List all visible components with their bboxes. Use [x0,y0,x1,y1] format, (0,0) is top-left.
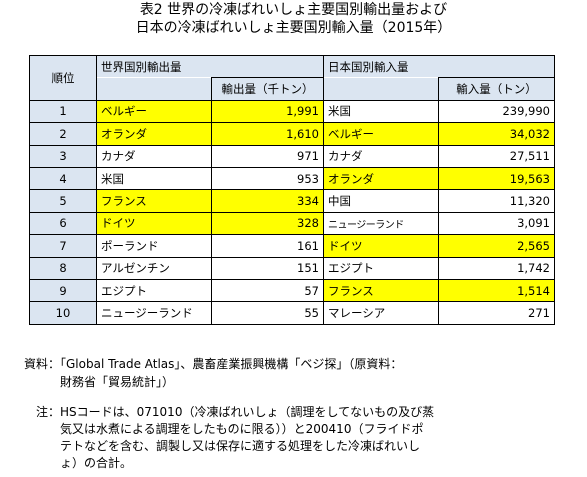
table-title-line1: 表2 世界の冷凍ばれいしょ主要国別輸出量および [139,2,448,18]
table-row: 5 フランス 334 中国 11,320 [29,189,555,213]
trade-table: 順位 世界国別輸出量 日本国別輸入量 輸出量（千トン） 輸入量（トン） 1 ベルギ… [29,54,555,325]
rank-cell: 10 [29,301,97,325]
import-value-cell: 271 [438,301,555,325]
header-row-2: 輸出量（千トン） 輸入量（トン） [30,77,555,101]
export-country-cell: 米国 [96,166,212,191]
table-row: 6 ドイツ 328 ニュージーランド 3,091 [29,211,555,236]
export-value-cell: 328 [211,211,324,236]
export-value-cell: 334 [211,189,324,213]
export-value-cell: 953 [211,166,324,191]
import-country-cell: 中国 [323,189,439,213]
header-row-1: 順位 世界国別輸出量 日本国別輸入量 [29,54,555,101]
table-row: 4 米国 953 オランダ 19,563 [29,166,555,191]
import-value-cell: 1,514 [438,278,555,303]
import-value-cell: 3,091 [438,211,555,236]
rank-cell: 6 [29,211,97,236]
export-group-header: 世界国別輸出量 [96,54,324,78]
table-row: 9 エジプト 57 フランス 1,514 [29,278,555,303]
table-row: 8 アルゼンチン 151 エジプト 1,742 [29,256,555,280]
import-country-cell: エジプト [323,256,439,280]
import-value-cell: 11,320 [438,189,555,213]
export-country-cell: アルゼンチン [96,256,212,280]
export-header-spacer [96,77,212,101]
table-row: 3 カナダ 971 カナダ 27,511 [29,144,555,168]
import-country-cell: ベルギー [323,122,439,146]
export-value-cell: 161 [211,234,324,258]
export-country-cell: エジプト [96,278,212,303]
note-line-4: ょ）の合計。 [60,456,133,470]
import-value-cell: 2,565 [438,234,555,258]
note-line-1: 注：HSコードは、071010（冷凍ばれいしょ（調理をしてないもの及び蒸 [36,405,435,419]
rank-cell: 9 [29,278,97,303]
export-value-cell: 151 [211,256,324,280]
import-group-header: 日本国別輸入量 [323,54,555,78]
rank-header: 順位 [29,55,97,101]
rank-cell: 8 [29,256,97,280]
import-country-cell: オランダ [323,166,439,191]
export-country-cell: カナダ [96,144,212,168]
export-value-cell: 55 [211,301,324,325]
export-country-cell: オランダ [96,122,212,146]
import-value-cell: 1,742 [438,256,555,280]
export-country-cell: ポーランド [96,234,212,258]
import-country-cell: マレーシア [323,301,439,325]
table-row: 1 ベルギー 1,991 米国 239,990 [29,99,555,124]
source-line-1: 資料：「Global Trade Atlas」、農畜産業振興機構「ベジ探」（原資… [24,357,403,371]
table-title-line2: 日本の冷凍ばれいしょ主要国別輸入量（2015年） [135,20,452,36]
import-country-cell: カナダ [323,144,439,168]
export-country-cell: ニュージーランド [96,301,212,325]
import-value-cell: 239,990 [438,99,555,124]
export-country-cell: フランス [96,189,212,213]
import-country-cell: フランス [323,278,439,303]
import-country-cell: ドイツ [323,234,439,258]
export-value-cell: 971 [211,144,324,168]
note-line-3: テトなどを含む、調製し又は保存に適する処理をした冷凍ばれいし [60,439,421,453]
rank-cell: 2 [29,122,97,146]
import-value-cell: 19,563 [438,166,555,191]
rank-cell: 7 [29,234,97,258]
export-country-cell: ドイツ [96,211,212,236]
table-row: 7 ポーランド 161 ドイツ 2,565 [29,234,555,258]
export-country-cell: ベルギー [96,99,212,124]
note-line-2: 気又は水煮による調理をしたものに限る））と200410（フライドポ [60,422,424,436]
rank-cell: 3 [29,144,97,168]
import-country-cell: 米国 [323,99,439,124]
table-row: 10 ニュージーランド 55 マレーシア 271 [29,301,555,325]
import-unit-header: 輸入量（トン） [438,77,555,101]
export-value-cell: 57 [211,278,324,303]
source-line-2: 財務省「貿易統計」） [60,375,175,389]
export-value-cell: 1,610 [211,122,324,146]
rank-cell: 5 [29,189,97,213]
rank-cell: 4 [29,166,97,191]
table-row: 2 オランダ 1,610 ベルギー 34,032 [29,122,555,146]
export-value-cell: 1,991 [211,99,324,124]
export-unit-header: 輸出量（千トン） [211,77,324,101]
import-value-cell: 34,032 [438,122,555,146]
import-country-cell: ニュージーランド [323,211,439,236]
rank-cell: 1 [29,99,97,124]
import-header-spacer [323,77,439,101]
import-value-cell: 27,511 [438,144,555,168]
